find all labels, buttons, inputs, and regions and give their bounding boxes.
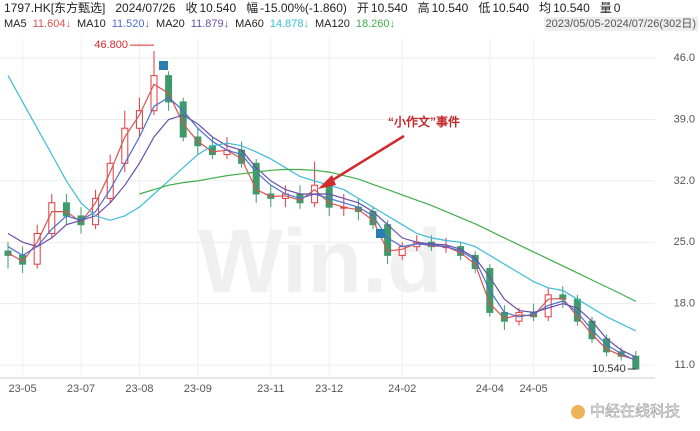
field-name: 幅 [246, 1, 259, 15]
quote-field: 收 10.540 [185, 0, 236, 16]
annotation-label: 10.540 [592, 363, 626, 375]
candle-body [179, 101, 187, 138]
event-note: “小作文”事件 [388, 114, 460, 129]
field-value: 0 [613, 1, 621, 15]
field-value: 10.540 [431, 1, 469, 15]
x-tick-label: 24-05 [520, 383, 548, 395]
candle-body [165, 75, 173, 103]
field-name: 量 [599, 1, 612, 15]
watermark: Win.d [198, 212, 442, 312]
date-range: 2023/05/05-2024/07/26(302日) [543, 17, 698, 31]
ma-line [7, 75, 637, 332]
event-arrowhead [318, 175, 336, 189]
y-tick-label: 11.0 [674, 359, 695, 371]
field-name: 收 [185, 1, 198, 15]
ma-line [7, 96, 637, 362]
x-tick-label: 23-11 [257, 383, 284, 395]
legend-name: MA5 [4, 18, 27, 30]
annotation-label: 46.800 [94, 39, 128, 51]
field-name: 高 [417, 1, 430, 15]
quote-field: 低 10.540 [478, 0, 529, 16]
legend-value: 14.878↓ [269, 18, 310, 30]
y-tick-label: 39.0 [674, 113, 695, 125]
plot-area: 11.0 18.0 25.0 32.0 39.0 46.0 23-05 23-07 23-08 2… [0, 38, 695, 395]
legend-value: 11.604↓ [32, 18, 71, 30]
source-logo [571, 405, 585, 419]
quote-date: 2024/07/26 [115, 1, 176, 15]
field-value: -15.00%(-1.860) [260, 1, 347, 15]
source-watermark: 中经在线科技 [590, 403, 680, 420]
candle-body [150, 75, 158, 112]
field-value: 10.540 [370, 1, 408, 15]
y-tick-label: 32.0 [674, 175, 695, 187]
field-name: 均 [539, 1, 552, 15]
y-tick-label: 18.0 [674, 298, 695, 310]
y-tick-label: 46.0 [674, 52, 695, 64]
x-tick-label: 24-02 [388, 383, 416, 395]
legend-value: 11.879↓ [190, 18, 230, 30]
legend-name: MA10 [76, 18, 106, 30]
candle-body [632, 355, 640, 370]
stock-code: 1797.HK[东方甄选] [4, 1, 106, 15]
field-value: 10.540 [199, 1, 237, 15]
marker [376, 229, 385, 238]
x-tick-label: 23-08 [125, 383, 153, 395]
x-tick-label: 23-05 [9, 383, 37, 395]
x-tick-label: 23-12 [315, 383, 343, 395]
x-tick-label: 24-04 [476, 383, 504, 395]
legend-name: MA20 [156, 18, 185, 30]
x-tick-label: 23-09 [184, 383, 212, 395]
quote-field: 开 10.540 [357, 0, 408, 16]
candle-body [62, 202, 70, 217]
field-value: 10.540 [553, 1, 590, 15]
ma-line [139, 168, 637, 302]
field-name: 开 [356, 1, 369, 15]
candle-body [252, 162, 260, 195]
legend-value: 11.520↓ [111, 18, 151, 30]
candle-body [135, 110, 143, 129]
legend-name: MA120 [315, 18, 350, 30]
event-arrow [325, 134, 405, 186]
candle-body [106, 162, 114, 199]
legend-name: MA60 [235, 18, 264, 30]
legend-value: 18.260↓ [355, 18, 396, 30]
quote-header: 1797.HK[东方甄选] 2024/07/26 收 10.540 幅 -15.00%(-… [4, 0, 620, 16]
field-value: 10.540 [492, 1, 530, 15]
x-tick-label: 23-07 [67, 383, 95, 395]
y-tick-label: 25.0 [674, 236, 695, 248]
quote-field: 幅 -15.00%(-1.860) [246, 0, 347, 16]
quote-field: 高 10.540 [418, 0, 469, 16]
ma-line [7, 114, 637, 358]
field-name: 低 [478, 1, 491, 15]
marker [159, 61, 168, 70]
quote-field: 均 10.540 [539, 0, 590, 16]
ma-legend: MA5 11.604↓ MA10 11.520↓ MA20 11.879↓ MA60 14.8… [4, 16, 395, 32]
